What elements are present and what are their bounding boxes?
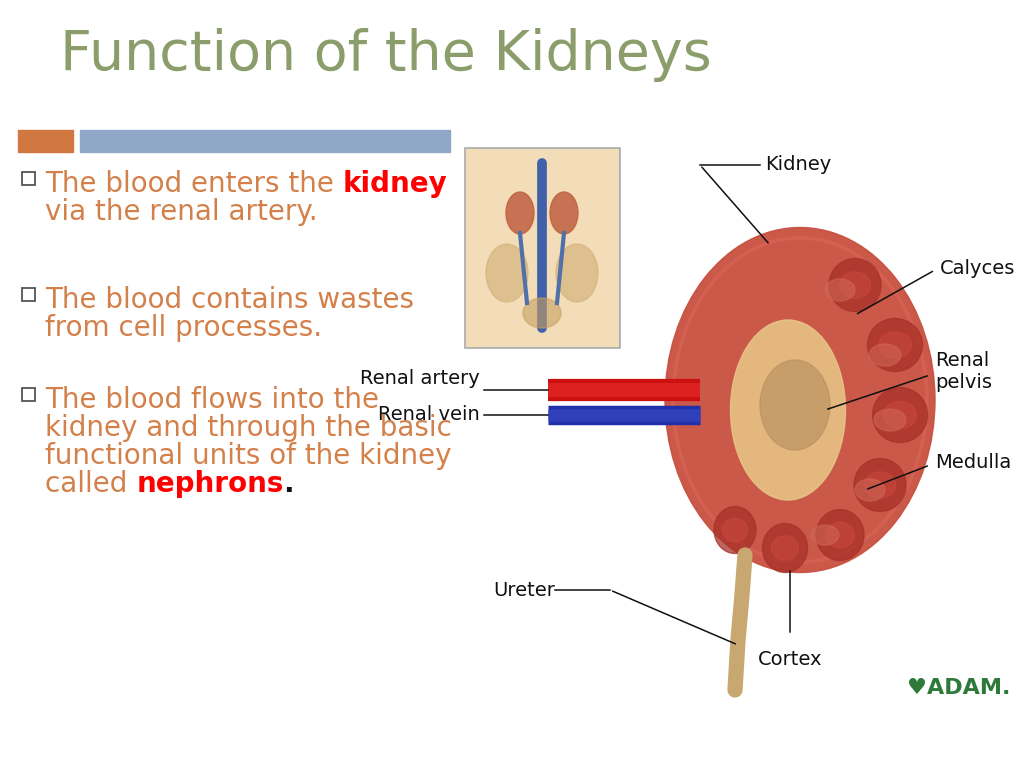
- Text: ♥ADAM.: ♥ADAM.: [906, 678, 1010, 698]
- Ellipse shape: [864, 472, 896, 498]
- Ellipse shape: [879, 332, 911, 358]
- Text: Ureter: Ureter: [494, 581, 555, 600]
- Text: Renal artery: Renal artery: [360, 369, 480, 388]
- Ellipse shape: [714, 507, 756, 554]
- Bar: [22, 288, 35, 301]
- Text: kidney: kidney: [343, 170, 447, 198]
- Ellipse shape: [523, 298, 561, 328]
- Text: Kidney: Kidney: [765, 155, 831, 174]
- Ellipse shape: [872, 388, 928, 442]
- Ellipse shape: [811, 525, 839, 545]
- Bar: [80, 130, 450, 152]
- Ellipse shape: [763, 524, 808, 572]
- Text: called: called: [45, 470, 136, 498]
- Text: from cell processes.: from cell processes.: [45, 314, 323, 342]
- Ellipse shape: [816, 509, 864, 561]
- Text: .: .: [284, 470, 294, 498]
- Text: functional units of the kidney: functional units of the kidney: [45, 442, 452, 470]
- Ellipse shape: [855, 479, 885, 501]
- Ellipse shape: [825, 279, 855, 301]
- Bar: [22, 172, 35, 185]
- Ellipse shape: [840, 272, 870, 298]
- Ellipse shape: [665, 227, 935, 572]
- Ellipse shape: [825, 522, 854, 548]
- Text: Renal
pelvis: Renal pelvis: [935, 352, 992, 392]
- Ellipse shape: [556, 244, 598, 302]
- Text: Cortex: Cortex: [758, 650, 822, 669]
- Text: Renal vein: Renal vein: [378, 406, 480, 425]
- Ellipse shape: [869, 344, 901, 366]
- Ellipse shape: [829, 259, 881, 312]
- Text: kidney and through the basic: kidney and through the basic: [45, 414, 452, 442]
- Text: Calyces: Calyces: [940, 259, 1016, 277]
- Text: Medulla: Medulla: [935, 453, 1012, 472]
- Ellipse shape: [884, 401, 916, 429]
- Ellipse shape: [722, 518, 748, 541]
- Ellipse shape: [550, 192, 578, 234]
- Text: The blood flows into the: The blood flows into the: [45, 386, 379, 414]
- Ellipse shape: [506, 192, 534, 234]
- Text: via the renal artery.: via the renal artery.: [45, 198, 317, 226]
- Ellipse shape: [771, 536, 799, 560]
- Text: The blood contains wastes: The blood contains wastes: [45, 286, 414, 314]
- Ellipse shape: [867, 319, 923, 372]
- Ellipse shape: [486, 244, 528, 302]
- Ellipse shape: [854, 458, 906, 511]
- Bar: [18, 130, 73, 152]
- Ellipse shape: [874, 409, 906, 431]
- Bar: [465, 148, 620, 348]
- Bar: [22, 388, 35, 401]
- Text: The blood enters the: The blood enters the: [45, 170, 343, 198]
- Text: nephrons: nephrons: [136, 470, 284, 498]
- Ellipse shape: [760, 360, 830, 450]
- Ellipse shape: [730, 320, 846, 500]
- Text: Function of the Kidneys: Function of the Kidneys: [60, 28, 712, 82]
